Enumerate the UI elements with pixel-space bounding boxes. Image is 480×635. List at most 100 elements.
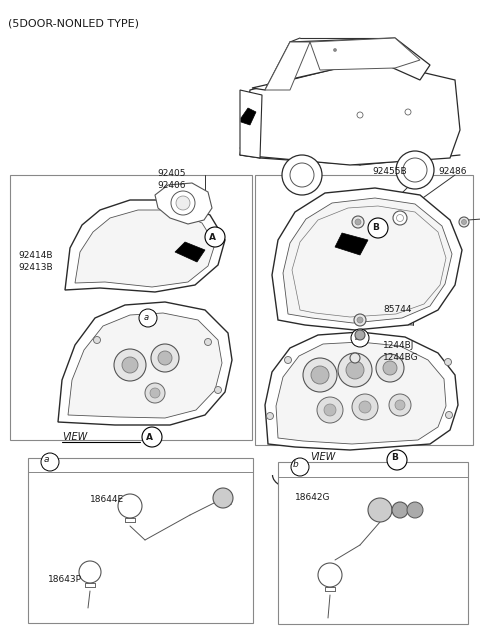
Text: 92406: 92406 bbox=[158, 180, 186, 189]
Circle shape bbox=[324, 404, 336, 416]
Circle shape bbox=[396, 215, 404, 222]
Circle shape bbox=[282, 155, 322, 195]
Bar bbox=[278, 462, 468, 624]
Text: 92405: 92405 bbox=[158, 168, 186, 178]
Circle shape bbox=[403, 158, 427, 182]
Text: 92455B: 92455B bbox=[372, 166, 408, 175]
Circle shape bbox=[459, 217, 469, 227]
Circle shape bbox=[291, 458, 309, 476]
Circle shape bbox=[213, 488, 233, 508]
Circle shape bbox=[318, 563, 342, 587]
Circle shape bbox=[395, 400, 405, 410]
Text: A: A bbox=[209, 232, 216, 241]
Circle shape bbox=[285, 356, 291, 363]
Circle shape bbox=[303, 358, 337, 392]
Polygon shape bbox=[75, 210, 215, 287]
Circle shape bbox=[79, 561, 101, 583]
Circle shape bbox=[392, 502, 408, 518]
Circle shape bbox=[142, 427, 162, 447]
Text: VIEW: VIEW bbox=[310, 452, 335, 462]
Circle shape bbox=[354, 314, 366, 326]
Text: a: a bbox=[44, 455, 49, 464]
Circle shape bbox=[444, 359, 452, 366]
Circle shape bbox=[151, 344, 179, 372]
Circle shape bbox=[266, 413, 274, 420]
Polygon shape bbox=[265, 332, 458, 450]
Circle shape bbox=[352, 394, 378, 420]
Polygon shape bbox=[240, 60, 460, 165]
Text: 85744: 85744 bbox=[383, 305, 411, 314]
Polygon shape bbox=[265, 42, 310, 90]
Text: 18642G: 18642G bbox=[295, 493, 331, 502]
Polygon shape bbox=[155, 183, 212, 224]
Polygon shape bbox=[335, 233, 368, 255]
Polygon shape bbox=[276, 342, 446, 444]
Text: B: B bbox=[391, 453, 398, 462]
Bar bbox=[10, 175, 252, 440]
Polygon shape bbox=[68, 313, 222, 418]
Circle shape bbox=[352, 216, 364, 228]
Text: 1244BJ: 1244BJ bbox=[383, 340, 414, 349]
Circle shape bbox=[334, 48, 336, 51]
Text: 92414B: 92414B bbox=[18, 250, 52, 260]
Text: 18644E: 18644E bbox=[90, 495, 124, 504]
Circle shape bbox=[393, 211, 407, 225]
Circle shape bbox=[41, 453, 59, 471]
Circle shape bbox=[355, 330, 365, 340]
Circle shape bbox=[405, 109, 411, 115]
Circle shape bbox=[204, 338, 212, 345]
Circle shape bbox=[171, 191, 195, 215]
Circle shape bbox=[176, 196, 190, 210]
Circle shape bbox=[317, 397, 343, 423]
Text: B: B bbox=[372, 224, 379, 232]
Circle shape bbox=[114, 349, 146, 381]
Polygon shape bbox=[175, 242, 205, 262]
Polygon shape bbox=[310, 38, 420, 70]
Polygon shape bbox=[252, 38, 430, 90]
Circle shape bbox=[461, 220, 467, 225]
Circle shape bbox=[158, 351, 172, 365]
Circle shape bbox=[150, 388, 160, 398]
Circle shape bbox=[205, 227, 225, 247]
Circle shape bbox=[311, 366, 329, 384]
Circle shape bbox=[290, 163, 314, 187]
Circle shape bbox=[346, 361, 364, 379]
Circle shape bbox=[445, 411, 453, 418]
Text: (5DOOR-NONLED TYPE): (5DOOR-NONLED TYPE) bbox=[8, 18, 139, 28]
Circle shape bbox=[396, 151, 434, 189]
Circle shape bbox=[338, 353, 372, 387]
Polygon shape bbox=[283, 198, 452, 323]
Circle shape bbox=[407, 502, 423, 518]
Bar bbox=[290, 422, 445, 430]
Circle shape bbox=[376, 354, 404, 382]
Circle shape bbox=[357, 112, 363, 118]
Bar bbox=[28, 458, 253, 623]
Text: b: b bbox=[355, 333, 360, 342]
Polygon shape bbox=[58, 302, 232, 425]
Polygon shape bbox=[272, 188, 462, 330]
Polygon shape bbox=[241, 108, 256, 125]
Text: b: b bbox=[293, 460, 299, 469]
Circle shape bbox=[215, 387, 221, 394]
Text: a: a bbox=[144, 314, 149, 323]
Text: VIEW: VIEW bbox=[62, 432, 87, 442]
Polygon shape bbox=[240, 90, 262, 158]
Text: 18643P: 18643P bbox=[48, 575, 82, 584]
Polygon shape bbox=[65, 200, 225, 292]
Circle shape bbox=[368, 498, 392, 522]
Circle shape bbox=[145, 383, 165, 403]
Circle shape bbox=[359, 401, 371, 413]
Circle shape bbox=[122, 357, 138, 373]
Circle shape bbox=[139, 309, 157, 327]
Circle shape bbox=[94, 337, 100, 344]
Text: 1244BG: 1244BG bbox=[383, 352, 419, 361]
Text: 92486: 92486 bbox=[439, 166, 467, 175]
Circle shape bbox=[389, 394, 411, 416]
Circle shape bbox=[368, 218, 388, 238]
Circle shape bbox=[383, 361, 397, 375]
Circle shape bbox=[357, 317, 363, 323]
Text: 92413B: 92413B bbox=[18, 262, 53, 272]
Text: A: A bbox=[146, 432, 153, 441]
Circle shape bbox=[355, 219, 361, 225]
Circle shape bbox=[351, 329, 369, 347]
